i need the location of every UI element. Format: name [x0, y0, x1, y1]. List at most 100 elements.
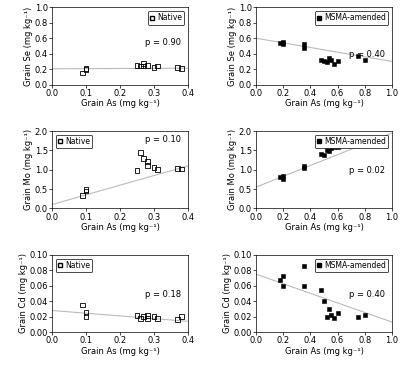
Point [280, 173, 286, 178]
X-axis label: Grain As (mg kg⁻¹): Grain As (mg kg⁻¹) [284, 223, 364, 232]
Point [300, 163, 307, 169]
Legend: Native: Native [56, 259, 92, 272]
Text: p = 0.90: p = 0.90 [145, 38, 181, 47]
Point [141, 63, 147, 69]
X-axis label: Grain As (mg kg⁻¹): Grain As (mg kg⁻¹) [80, 347, 160, 356]
Point [324, 147, 330, 153]
Y-axis label: Grain Mo (mg kg⁻¹): Grain Mo (mg kg⁻¹) [228, 129, 237, 210]
Point [137, 315, 144, 321]
Point [330, 315, 337, 321]
Point [326, 306, 333, 312]
Point [324, 314, 330, 320]
Point [144, 158, 150, 164]
Legend: MSMA-amended: MSMA-amended [315, 135, 388, 149]
Point [318, 287, 324, 292]
Y-axis label: Grain Se (mg kg⁻¹): Grain Se (mg kg⁻¹) [228, 6, 237, 86]
Point [277, 277, 284, 283]
Point [277, 40, 284, 46]
Point [137, 63, 144, 69]
Legend: Native: Native [148, 11, 184, 25]
Point [83, 65, 89, 71]
Point [151, 314, 157, 320]
Point [280, 176, 286, 182]
Point [79, 302, 86, 308]
Legend: MSMA-amended: MSMA-amended [315, 11, 388, 25]
Point [141, 61, 147, 67]
Point [154, 63, 161, 69]
Point [141, 314, 147, 320]
Point [334, 145, 341, 150]
Point [324, 59, 330, 65]
Point [83, 188, 89, 194]
X-axis label: Grain As (mg kg⁻¹): Grain As (mg kg⁻¹) [284, 99, 364, 108]
Point [137, 149, 144, 155]
Text: p = 0.18: p = 0.18 [145, 289, 181, 299]
Point [326, 148, 333, 154]
Point [134, 62, 140, 68]
Point [144, 315, 150, 321]
Point [362, 136, 368, 142]
X-axis label: Grain As (mg kg⁻¹): Grain As (mg kg⁻¹) [80, 223, 160, 232]
Point [318, 151, 324, 157]
Point [321, 152, 327, 158]
Point [321, 58, 327, 64]
Point [178, 166, 184, 172]
Point [144, 163, 150, 169]
Point [330, 61, 337, 67]
Point [83, 187, 89, 193]
Point [277, 174, 284, 180]
Point [362, 57, 368, 63]
Point [300, 283, 307, 289]
X-axis label: Grain As (mg kg⁻¹): Grain As (mg kg⁻¹) [80, 99, 160, 108]
Point [144, 312, 150, 318]
Point [355, 140, 361, 146]
Point [300, 42, 307, 47]
Point [83, 310, 89, 316]
Point [280, 273, 286, 279]
Point [318, 57, 324, 63]
Point [141, 155, 147, 161]
Point [134, 168, 140, 174]
Point [300, 165, 307, 171]
Point [355, 314, 361, 320]
Y-axis label: Grain Cd (mg kg⁻¹): Grain Cd (mg kg⁻¹) [19, 253, 28, 334]
Point [334, 58, 341, 64]
Point [175, 317, 181, 323]
Point [154, 167, 161, 173]
Text: p = 0.10: p = 0.10 [145, 135, 181, 144]
Point [151, 165, 157, 171]
Point [280, 42, 286, 47]
Point [362, 312, 368, 318]
Point [328, 57, 334, 63]
Point [280, 283, 286, 289]
Point [328, 312, 334, 318]
Point [83, 314, 89, 320]
Point [79, 193, 86, 199]
Point [334, 310, 341, 316]
Y-axis label: Grain Se (mg kg⁻¹): Grain Se (mg kg⁻¹) [24, 6, 33, 86]
Point [355, 53, 361, 59]
Point [300, 45, 307, 51]
Point [300, 264, 307, 269]
Point [144, 62, 150, 68]
Point [175, 65, 181, 70]
Point [134, 312, 140, 318]
Point [154, 315, 161, 321]
Point [330, 143, 337, 149]
Point [326, 55, 333, 61]
Point [151, 65, 157, 70]
Point [83, 66, 89, 72]
X-axis label: Grain As (mg kg⁻¹): Grain As (mg kg⁻¹) [284, 347, 364, 356]
Point [178, 314, 184, 320]
Text: p = 0.02: p = 0.02 [349, 166, 385, 175]
Point [321, 298, 327, 304]
Point [328, 146, 334, 151]
Point [178, 65, 184, 71]
Text: p = 0.40: p = 0.40 [349, 289, 385, 299]
Point [280, 39, 286, 45]
Point [79, 70, 86, 76]
Point [175, 166, 181, 172]
Text: p = 0.40: p = 0.40 [349, 50, 385, 59]
Y-axis label: Grain Cd (mg kg⁻¹): Grain Cd (mg kg⁻¹) [223, 253, 232, 334]
Legend: Native: Native [56, 135, 92, 149]
